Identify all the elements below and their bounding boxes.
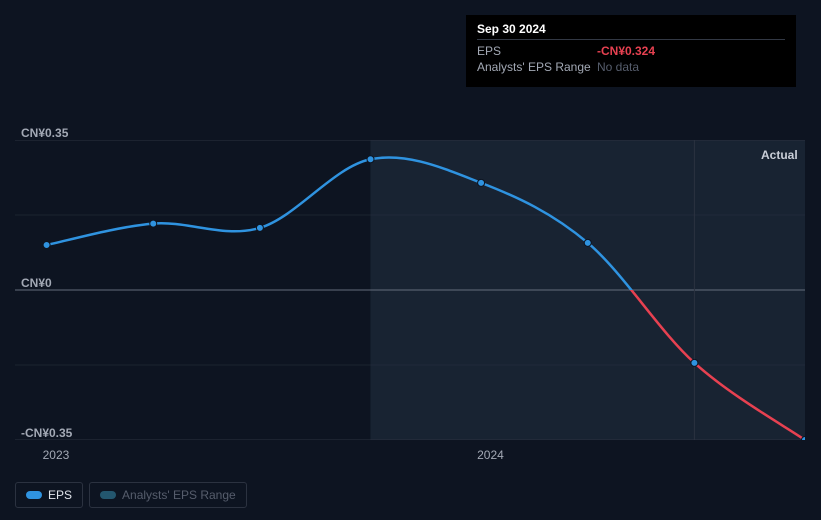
y-axis-label: CN¥0.35: [21, 126, 68, 140]
tooltip-row-label: Analysts' EPS Range: [477, 60, 597, 74]
eps-chart-svg: [15, 140, 805, 440]
y-axis-label: -CN¥0.35: [21, 426, 72, 440]
x-axis-label: 2024: [477, 448, 504, 462]
y-axis-label: CN¥0: [21, 276, 52, 290]
x-axis-label: 2023: [43, 448, 70, 462]
legend-item-eps-range[interactable]: Analysts' EPS Range: [89, 482, 247, 508]
legend-item-eps[interactable]: EPS: [15, 482, 83, 508]
tooltip-row: Analysts' EPS Range No data: [477, 60, 785, 74]
legend-swatch-icon: [26, 491, 42, 499]
actual-label: Actual: [761, 148, 798, 162]
chart-tooltip: Sep 30 2024 EPS -CN¥0.324 Analysts' EPS …: [466, 15, 796, 87]
chart-legend: EPS Analysts' EPS Range: [15, 482, 247, 508]
legend-item-label: Analysts' EPS Range: [122, 488, 236, 502]
tooltip-row: EPS -CN¥0.324: [477, 44, 785, 58]
legend-item-label: EPS: [48, 488, 72, 502]
tooltip-date: Sep 30 2024: [477, 22, 785, 40]
eps-chart[interactable]: [15, 140, 805, 440]
tooltip-row-label: EPS: [477, 44, 597, 58]
tooltip-row-value: No data: [597, 60, 639, 74]
legend-swatch-icon: [100, 491, 116, 499]
tooltip-row-value: -CN¥0.324: [597, 44, 655, 58]
